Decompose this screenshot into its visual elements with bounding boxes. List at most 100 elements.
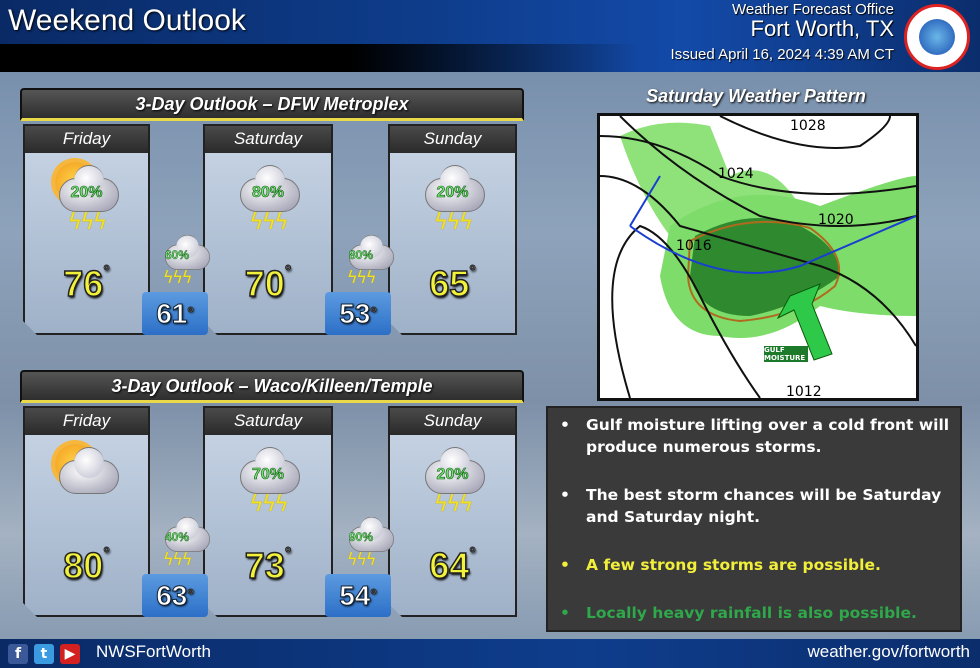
lightning-icon: ϟϟϟ [162, 268, 192, 288]
low-temp: 63° [142, 574, 208, 617]
degree-symbol: ° [187, 587, 194, 605]
map-title: Saturday Weather Pattern [646, 86, 866, 106]
degree-symbol: ° [469, 263, 476, 280]
cloud-icon [425, 460, 485, 494]
outlook-title: 3-Day Outlook – Waco/Killeen/Temple [20, 370, 524, 403]
high-temp: 76° [25, 263, 148, 305]
weather-map: 1028 1024 1020 1016 1012 GULF MOISTURE [597, 113, 919, 401]
cloud-icon [164, 234, 210, 270]
day-label: Saturday [205, 408, 331, 435]
cloud-icon [59, 460, 119, 494]
day-label: Sunday [390, 126, 515, 153]
low-temp: 53° [325, 292, 391, 335]
day-forecast: Saturday ϟϟϟ 80% 70° [203, 124, 333, 335]
cloud-icon [348, 516, 394, 552]
key-message: The best storm chances will be Saturday … [560, 484, 950, 528]
cloud-icon [240, 460, 300, 494]
high-temp: 65° [390, 263, 515, 305]
precip-chance: 70% [251, 466, 285, 483]
day-label: Friday [25, 126, 148, 153]
cloud-icon [59, 178, 119, 212]
website-link[interactable]: weather.gov/fortworth [807, 642, 970, 661]
low-temp-value: 63 [156, 580, 188, 612]
lightning-icon: ϟϟϟ [346, 268, 376, 288]
night-forecast: ϟϟϟ 40% 63° [142, 406, 210, 617]
outlook-title: 3-Day Outlook – DFW Metroplex [20, 88, 524, 121]
key-messages-panel: Gulf moisture lifting over a cold front … [546, 406, 962, 632]
degree-symbol: ° [370, 305, 377, 323]
key-message: Gulf moisture lifting over a cold front … [560, 414, 950, 458]
high-temp-value: 65 [429, 263, 470, 304]
day-forecast: Sunday ϟϟϟ 20% 65° [388, 124, 517, 335]
thunderstorms-icon: ϟϟϟ 20% [413, 164, 493, 244]
lightning-icon: ϟϟϟ [67, 210, 106, 235]
title-underlay [0, 44, 640, 72]
day-forecast: Sunday ϟϟϟ 20% 64° [388, 406, 517, 617]
thunderstorms-icon: ϟϟϟ 90% [340, 516, 394, 576]
low-temp-value: 53 [339, 298, 371, 330]
lightning-icon: ϟϟϟ [162, 550, 192, 570]
twitter-icon[interactable]: t [34, 644, 54, 664]
degree-symbol: ° [103, 263, 110, 280]
precip-chance: 20% [436, 466, 469, 483]
precip-chance: 60% [164, 249, 189, 262]
cloud-icon [164, 516, 210, 552]
high-temp-value: 76 [63, 263, 104, 304]
partly-cloudy-icon [47, 446, 127, 526]
high-temp: 70° [205, 263, 331, 305]
cloud-icon [348, 234, 394, 270]
high-temp-value: 73 [244, 545, 285, 586]
degree-symbol: ° [284, 263, 292, 280]
isobar-label: 1020 [818, 212, 854, 228]
cloud-icon [240, 178, 300, 212]
night-forecast: ϟϟϟ 80% 53° [325, 124, 394, 335]
lightning-icon: ϟϟϟ [433, 210, 472, 235]
day-forecast: Friday ϟϟϟ 20% 76° [23, 124, 150, 335]
day-label: Sunday [390, 408, 515, 435]
lightning-icon: ϟϟϟ [346, 550, 376, 570]
night-forecast: ϟϟϟ 90% 54° [325, 406, 394, 617]
footer-bar [0, 639, 980, 668]
day-label: Saturday [205, 126, 331, 153]
thunderstorms-icon: ϟϟϟ 60% [156, 234, 210, 294]
high-temp-value: 70 [244, 263, 285, 304]
high-temp: 73° [205, 545, 331, 587]
precip-chance: 20% [436, 184, 469, 201]
low-temp-value: 61 [156, 298, 188, 330]
issued-time: Issued April 16, 2024 4:39 AM CT [670, 46, 894, 63]
low-temp: 54° [325, 574, 391, 617]
high-temp: 80° [25, 545, 148, 587]
youtube-icon[interactable]: ▶ [60, 644, 80, 664]
facebook-icon[interactable]: f [8, 644, 28, 664]
day-forecast: Friday 80° [23, 406, 150, 617]
degree-symbol: ° [370, 587, 377, 605]
isobar-label: 1024 [718, 166, 754, 182]
office-label: Weather Forecast Office [731, 1, 894, 18]
night-forecast: ϟϟϟ 60% 61° [142, 124, 210, 335]
outlook-panel: 3-Day Outlook – DFW Metroplex Friday ϟϟϟ 20… [20, 88, 524, 338]
page-title: Weekend Outlook [8, 4, 246, 37]
isobar-label: 1028 [790, 118, 826, 134]
key-message: Locally heavy rainfall is also possible. [560, 602, 950, 624]
degree-symbol: ° [187, 305, 194, 323]
high-temp-value: 64 [429, 545, 470, 586]
low-temp: 61° [142, 292, 208, 335]
partly-sunny-thunderstorms-icon: ϟϟϟ 20% [47, 164, 127, 244]
cloud-icon [425, 178, 485, 212]
thunderstorms-icon: ϟϟϟ 80% [340, 234, 394, 294]
thunderstorms-icon: ϟϟϟ 20% [413, 446, 493, 526]
low-temp-value: 54 [339, 580, 371, 612]
thunderstorms-icon: ϟϟϟ 80% [228, 164, 308, 244]
isobar-label: 1016 [676, 238, 712, 254]
precip-chance: 20% [70, 184, 103, 201]
precip-chance: 80% [348, 249, 373, 262]
thunderstorms-icon: ϟϟϟ 40% [156, 516, 210, 576]
precip-chance: 90% [348, 531, 373, 544]
key-message: A few strong storms are possible. [560, 554, 950, 576]
nws-logo-icon [904, 4, 970, 70]
high-temp: 64° [390, 545, 515, 587]
gulf-moisture-label: GULF MOISTURE [764, 346, 808, 362]
degree-symbol: ° [103, 545, 110, 562]
social-handle[interactable]: NWSFortWorth [96, 642, 211, 661]
degree-symbol: ° [469, 545, 476, 562]
